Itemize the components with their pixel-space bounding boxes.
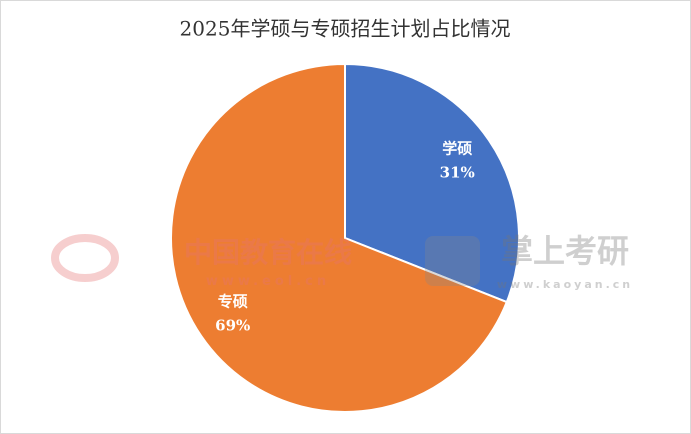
chart-title: 2025年学硕与专硕招生计划占比情况 <box>180 17 511 41</box>
watermark-text: 中国教育在线 <box>184 236 352 269</box>
slice-label: 学硕 <box>442 140 472 158</box>
watermark-url: www.eol.cn <box>206 274 330 289</box>
pie <box>170 62 520 413</box>
slice-label: 专硕 <box>218 292 248 310</box>
slice-value-label: 69% <box>215 316 250 334</box>
watermark-url: www.kaoyan.cn <box>497 278 633 291</box>
watermark-eol: 中国教育在线 www.eol.cn <box>51 234 352 289</box>
watermark-text: 掌上考研 <box>501 232 629 270</box>
pie-slice <box>344 62 520 304</box>
watermark-kaoyan: 掌上考研 www.kaoyan.cn <box>425 232 633 291</box>
pie-slice <box>170 62 509 413</box>
slice-value-label: 31% <box>440 164 475 182</box>
